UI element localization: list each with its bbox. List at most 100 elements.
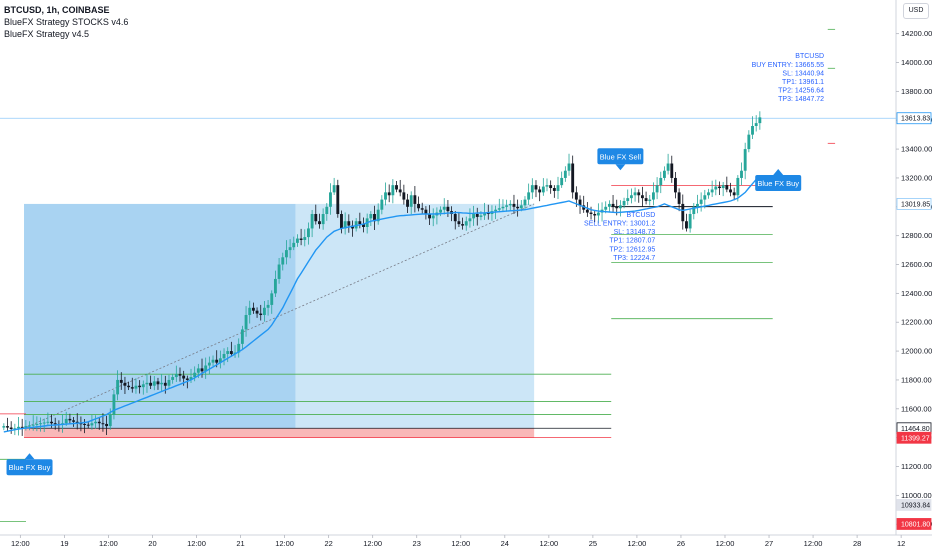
long-profit-zone-extended (295, 203, 535, 429)
price-tag-label: 13019.85 (901, 201, 930, 208)
candle-body (6, 426, 9, 428)
candle-body (626, 198, 630, 202)
y-tick-label: 11600.00 (901, 404, 932, 413)
candle-body (384, 192, 387, 200)
candle-body (226, 351, 230, 354)
candle-body (362, 224, 365, 227)
candle-body (200, 368, 204, 372)
buy-signal-left (6, 453, 53, 476)
candle-body (94, 421, 98, 424)
candle-body (244, 315, 248, 330)
candle-body (475, 214, 479, 217)
candle-body (563, 170, 567, 178)
candle-body (387, 192, 391, 196)
candle-body (380, 199, 384, 210)
candle-body (108, 414, 112, 427)
candle-body (50, 421, 53, 424)
candle-body (472, 214, 476, 219)
candle-body (97, 421, 101, 424)
symbol-title: BTCUSD, 1h, COINBASE (4, 5, 110, 15)
candle-body (439, 209, 442, 213)
price-tag-box (896, 112, 932, 125)
candle-body (119, 379, 123, 383)
candle-body (141, 384, 145, 388)
candle-body (754, 123, 758, 126)
candle-body (395, 185, 398, 190)
candle-body (571, 163, 575, 193)
price-tag-label: 10933.84 (901, 502, 930, 509)
buy-signal-left-pointer (24, 453, 35, 460)
candle-body (9, 427, 13, 429)
candle-body (512, 203, 516, 207)
candle-body (681, 203, 685, 222)
long-stop-zone (24, 428, 535, 438)
candle-body (182, 375, 186, 379)
candle-body (560, 177, 564, 186)
y-tick-label: 11200.00 (901, 462, 932, 471)
candle-body (145, 382, 149, 385)
candle-body (736, 177, 740, 196)
candle-body (530, 185, 534, 193)
candle-body (163, 382, 167, 386)
y-tick-label: 12800.00 (901, 231, 932, 240)
candle-body (134, 385, 138, 389)
candle-body (677, 192, 681, 204)
x-tick-label: 12:00 (451, 539, 470, 548)
indicator-legend-1: BlueFX Strategy STOCKS v4.6 (4, 17, 129, 27)
candle-body (596, 212, 600, 216)
candle-body (46, 421, 50, 423)
candle-body (86, 424, 90, 426)
x-tick-label: 12:00 (275, 539, 294, 548)
candle-body (358, 221, 362, 225)
indicator-line (3, 178, 757, 433)
candle-body (663, 170, 666, 178)
candle-body (329, 192, 332, 207)
candle-body (659, 177, 663, 186)
candle-body (497, 208, 501, 210)
candle-body (101, 423, 105, 425)
long-info-line: TP2: 14256.64 (778, 88, 824, 95)
candle-body (534, 185, 538, 190)
candle-body (670, 163, 674, 178)
candle-body (637, 192, 641, 196)
y-tick-label: 14200.00 (901, 29, 932, 38)
sell-signal-text: Blue FX Sell (600, 152, 642, 161)
candle-body (325, 206, 329, 215)
candle-body (604, 206, 608, 210)
candle-body (413, 195, 417, 204)
candle-body (505, 205, 509, 207)
candle-body (39, 423, 42, 425)
candle-body (284, 250, 288, 258)
candle-body (538, 189, 542, 193)
candle-body (417, 203, 420, 209)
candle-body (68, 418, 72, 421)
candle-body (130, 387, 134, 389)
candle-body (743, 149, 747, 171)
candle-body (461, 224, 465, 226)
short-info-line: BTCUSD (626, 212, 655, 219)
candle-body (171, 377, 175, 380)
candle-body (611, 203, 615, 207)
candles (2, 111, 762, 436)
candle-body (549, 185, 553, 189)
candle-body (262, 307, 266, 316)
candle-body (105, 423, 109, 427)
candle-body (138, 385, 142, 388)
x-tick-label: 19 (60, 539, 68, 548)
candle-body (420, 208, 424, 210)
long-trend-line (23, 203, 535, 429)
candle-body (629, 195, 633, 199)
candle-body (207, 362, 211, 366)
candle-body (406, 199, 409, 207)
currency-button[interactable]: USD (903, 3, 929, 19)
long-info-line: BUY ENTRY: 13665.55 (752, 62, 825, 69)
candle-body (751, 126, 754, 135)
x-tick-label: 12:00 (363, 539, 382, 548)
buy-signal-right-text: Blue FX Buy (757, 179, 799, 188)
y-tick-label: 12200.00 (901, 318, 932, 327)
sell-signal-box (597, 148, 644, 165)
candle-body (699, 199, 703, 204)
short-info-line: SELL ENTRY: 13001.2 (584, 221, 655, 228)
candle-body (376, 209, 380, 222)
